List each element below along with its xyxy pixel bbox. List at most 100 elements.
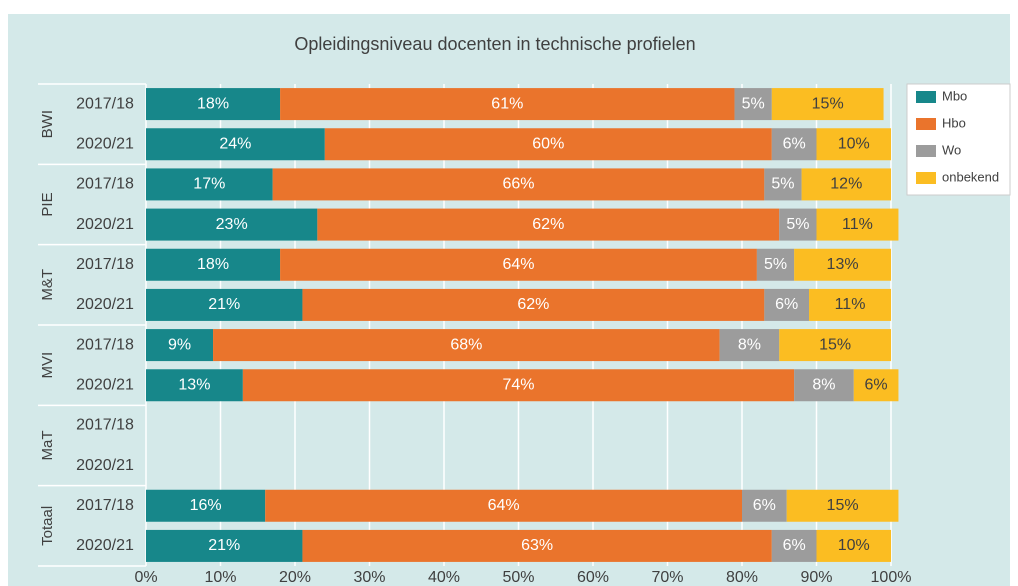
bar-segment xyxy=(146,288,303,321)
y-tick-label: 2020/21 xyxy=(76,135,134,152)
bar-segment xyxy=(317,208,780,241)
bar-segment xyxy=(786,489,899,522)
group-label: PIE xyxy=(39,192,56,216)
data-label: 60% xyxy=(532,135,564,152)
x-tick-label: 30% xyxy=(353,569,385,586)
data-label: 11% xyxy=(835,296,866,313)
bar-segment xyxy=(809,288,891,321)
group-label: Totaal xyxy=(39,506,56,546)
bar-segment xyxy=(265,489,742,522)
data-label: 9% xyxy=(168,336,191,353)
bar-segment xyxy=(272,168,765,201)
data-label: 8% xyxy=(812,376,835,393)
legend-label: onbekend xyxy=(942,169,999,184)
data-label: 5% xyxy=(771,176,794,193)
bar-segment xyxy=(756,248,795,281)
x-tick-label: 70% xyxy=(651,569,683,586)
data-label: 6% xyxy=(865,376,888,393)
group-label: M&T xyxy=(39,269,56,301)
legend-swatch xyxy=(916,118,936,130)
y-tick-label: 2020/21 xyxy=(76,216,134,233)
data-label: 61% xyxy=(491,95,523,112)
bar-segment xyxy=(764,168,802,201)
bar-segment xyxy=(771,88,884,121)
group-label: MaT xyxy=(39,431,56,461)
bar-segment xyxy=(816,208,899,241)
bar-segment xyxy=(801,168,891,201)
bar-segment xyxy=(764,288,810,321)
data-label: 18% xyxy=(197,95,229,112)
data-label: 10% xyxy=(838,537,870,554)
bar-segment xyxy=(242,369,795,402)
data-label: 15% xyxy=(819,336,851,353)
data-label: 18% xyxy=(197,256,229,273)
y-tick-label: 2020/21 xyxy=(76,457,134,474)
legend-swatch xyxy=(916,145,936,157)
bar-segment xyxy=(146,529,303,562)
bar-segment xyxy=(816,529,891,562)
bar-segment xyxy=(734,88,772,121)
legend-swatch xyxy=(916,91,936,103)
data-label: 68% xyxy=(450,336,482,353)
data-label: 66% xyxy=(502,176,534,193)
bar-segment xyxy=(771,128,817,161)
data-label: 74% xyxy=(502,376,534,393)
x-tick-label: 40% xyxy=(428,569,460,586)
y-tick-label: 2017/18 xyxy=(76,336,134,353)
data-label: 11% xyxy=(842,216,873,233)
bar-segment xyxy=(146,489,266,522)
data-label: 5% xyxy=(786,216,809,233)
legend-label: Wo xyxy=(942,142,961,157)
data-label: 15% xyxy=(812,95,844,112)
data-label: 6% xyxy=(753,497,776,514)
data-label: 62% xyxy=(517,296,549,313)
bar-segment xyxy=(146,128,325,161)
x-tick-label: 0% xyxy=(134,569,157,586)
data-label: 6% xyxy=(783,537,806,554)
bar-segment xyxy=(146,168,273,201)
x-tick-label: 10% xyxy=(204,569,236,586)
data-label: 8% xyxy=(738,336,761,353)
bar-segment xyxy=(324,128,772,161)
x-tick-label: 50% xyxy=(502,569,534,586)
y-tick-label: 2017/18 xyxy=(76,417,134,434)
data-label: 5% xyxy=(764,256,787,273)
bar-segment xyxy=(146,208,318,241)
y-tick-label: 2020/21 xyxy=(76,537,134,554)
group-label: MVI xyxy=(39,352,56,379)
bar-segment xyxy=(794,369,854,402)
group-label: BWI xyxy=(39,110,56,138)
bar-segment xyxy=(779,208,817,241)
data-label: 23% xyxy=(216,216,248,233)
bar-segment xyxy=(719,329,780,362)
bar-segment xyxy=(280,248,757,281)
y-tick-label: 2017/18 xyxy=(76,497,134,514)
x-tick-label: 100% xyxy=(871,569,912,586)
data-label: 16% xyxy=(190,497,222,514)
legend-label: Mbo xyxy=(942,88,967,103)
y-tick-label: 2020/21 xyxy=(76,376,134,393)
data-label: 5% xyxy=(742,95,765,112)
bar-segment xyxy=(794,248,891,281)
chart-title: Opleidingsniveau docenten in technische … xyxy=(294,34,695,54)
data-label: 21% xyxy=(208,537,240,554)
bar-segment xyxy=(771,529,817,562)
data-label: 64% xyxy=(502,256,534,273)
data-label: 21% xyxy=(208,296,240,313)
data-label: 13% xyxy=(178,376,210,393)
legend-swatch xyxy=(916,172,936,184)
bar-segment xyxy=(146,329,214,362)
bar-segment xyxy=(280,88,735,121)
x-tick-label: 20% xyxy=(279,569,311,586)
bar-segment xyxy=(302,529,772,562)
bar-segment xyxy=(853,369,899,402)
bar-segment xyxy=(213,329,720,362)
data-label: 62% xyxy=(532,216,564,233)
bar-segment xyxy=(302,288,765,321)
data-label: 17% xyxy=(193,176,225,193)
x-tick-label: 90% xyxy=(800,569,832,586)
bar-segment xyxy=(146,248,281,281)
data-label: 6% xyxy=(775,296,798,313)
data-label: 63% xyxy=(521,537,553,554)
data-label: 64% xyxy=(488,497,520,514)
